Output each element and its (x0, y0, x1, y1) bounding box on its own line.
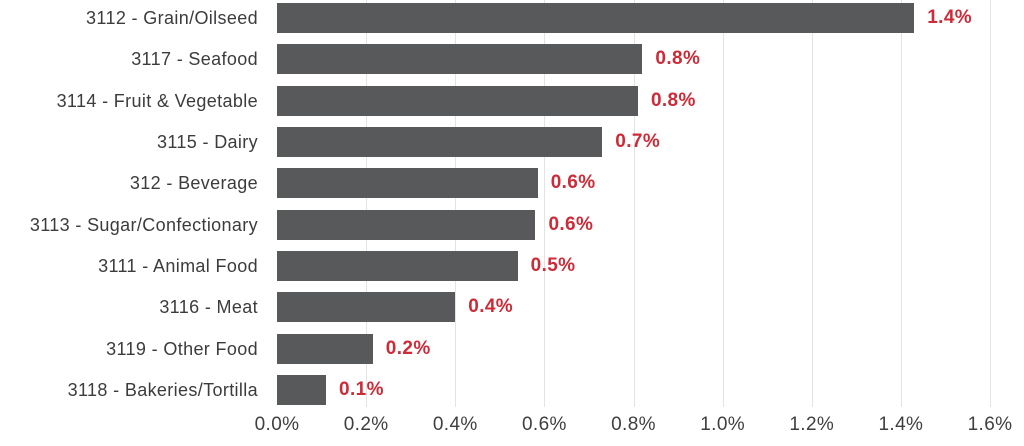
x-axis-tick-label: 0.2% (343, 414, 389, 435)
value-label: 0.5% (530, 255, 576, 277)
x-axis-tick-label: 1.0% (700, 414, 746, 435)
x-axis: 0.0% 0.2% 0.4% 0.6% 0.8% 1.0% 1.2% 1.4% 1.6% (0, 411, 1024, 439)
bar (277, 3, 915, 33)
category-label: 3115 - Dairy (156, 132, 258, 153)
bar-row: 3112 - Grain/Oilseed 1.4% (0, 3, 1024, 33)
gridline (990, 0, 991, 407)
x-axis-tick-label: 1.6% (967, 414, 1013, 435)
value-label: 0.6% (550, 172, 596, 194)
category-label: 3112 - Grain/Oilseed (86, 8, 258, 28)
bar (277, 333, 373, 364)
value-label: 0.4% (468, 296, 514, 318)
gridline (633, 0, 635, 407)
bar (277, 375, 327, 406)
bar-row: 3111 - Animal Food 0.5% (0, 251, 1024, 282)
gridline (722, 0, 724, 407)
gridline (544, 0, 546, 407)
bar-row: 312 - Beverage 0.6% (0, 168, 1024, 199)
x-axis-tick-label: 0.4% (432, 414, 478, 435)
category-label: 3116 - Meat (159, 297, 258, 318)
bar (277, 44, 643, 75)
bar (277, 209, 536, 240)
bar (277, 251, 518, 282)
x-axis-tick-label: 1.2% (789, 414, 835, 435)
x-axis-tick-label: 1.4% (878, 414, 924, 435)
bar (277, 168, 538, 199)
value-label: 1.4% (927, 7, 973, 28)
x-axis-tick-label: 0.0% (254, 414, 300, 435)
bar-row: 3118 - Bakeries/Tortilla 0.1% (0, 375, 1024, 406)
category-label: 3114 - Fruit & Vegetable (56, 90, 258, 111)
x-axis-tick-label: 0.8% (611, 414, 656, 435)
value-label: 0.7% (615, 131, 661, 153)
category-label: 312 - Beverage (129, 173, 258, 194)
bar-row: 3117 - Seafood 0.8% (0, 44, 1024, 75)
value-label: 0.1% (339, 379, 384, 401)
value-label: 0.8% (655, 48, 701, 70)
bar-row: 3114 - Fruit & Vegetable 0.8% (0, 85, 1024, 116)
gridline (366, 0, 368, 407)
bar-row: 3119 - Other Food 0.2% (0, 333, 1024, 364)
bar-row: 3115 - Dairy 0.7% (0, 127, 1024, 158)
bar (277, 292, 456, 323)
value-label: 0.8% (650, 89, 696, 111)
gridline (811, 0, 813, 407)
value-label: 0.2% (385, 337, 431, 359)
gridline (455, 0, 457, 407)
category-label: 3119 - Other Food (106, 338, 258, 359)
value-label: 0.6% (548, 213, 594, 235)
category-label: 3117 - Seafood (131, 49, 258, 70)
bar-row: 3113 - Sugar/Confectionary 0.6% (0, 209, 1024, 240)
bar (277, 127, 603, 158)
bar-row: 3116 - Meat 0.4% (0, 292, 1024, 323)
category-label: 3118 - Bakeries/Tortilla (67, 380, 258, 401)
gridline (900, 0, 902, 407)
x-axis-tick-label: 0.6% (521, 414, 567, 435)
category-label: 3113 - Sugar/Confectionary (29, 214, 258, 235)
bar (277, 85, 638, 116)
category-label: 3111 - Animal Food (98, 256, 258, 277)
